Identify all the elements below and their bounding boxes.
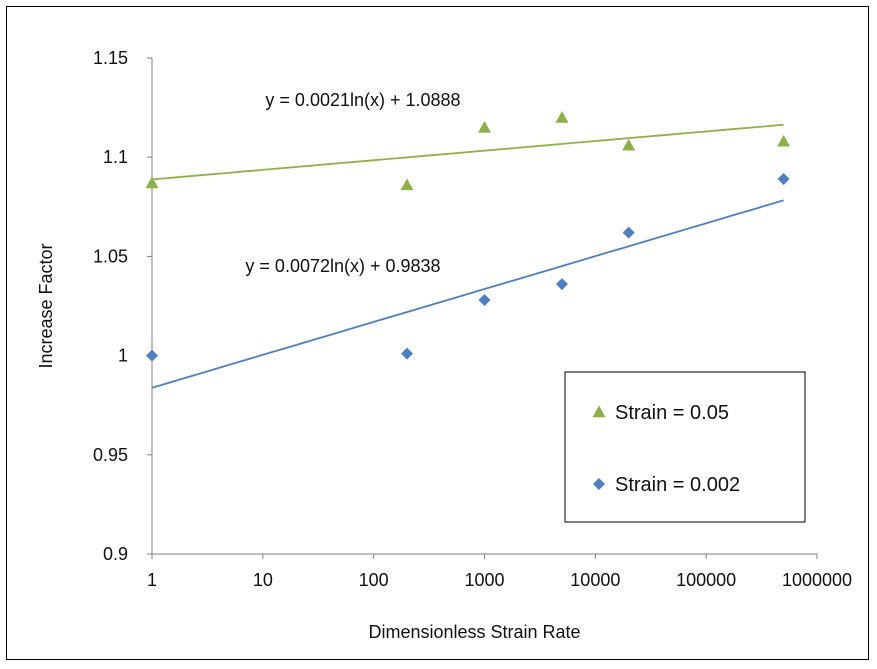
data-point-strain-0002 bbox=[777, 173, 790, 186]
trendline-equation-strain-0002: y = 0.0072ln(x) + 0.9838 bbox=[245, 256, 440, 276]
data-point-strain-005 bbox=[400, 178, 414, 191]
data-point-strain-005 bbox=[555, 111, 569, 123]
trendline-strain-0002 bbox=[151, 199, 784, 389]
legend-marker-triangle bbox=[592, 405, 606, 418]
x-tick-label: 1000000 bbox=[782, 570, 852, 590]
data-point-strain-0002 bbox=[622, 226, 635, 239]
legend-marker-diamond bbox=[593, 478, 605, 490]
axes: 0.9 0.95 1 1.05 1.1 1.15 1 10 100 1000 10000 100000… bbox=[36, 48, 852, 642]
data-point-strain-005 bbox=[478, 120, 491, 133]
data-point-strain-0002 bbox=[401, 347, 414, 360]
x-tick-label: 1000 bbox=[464, 570, 504, 590]
data-point-strain-005 bbox=[145, 176, 159, 189]
data-point-strain-005 bbox=[777, 134, 791, 147]
x-tick-label: 100000 bbox=[676, 570, 736, 590]
legend-box bbox=[564, 371, 806, 523]
x-axis-title: Dimensionless Strain Rate bbox=[368, 622, 580, 642]
legend-label: Strain = 0.002 bbox=[615, 474, 740, 496]
y-tick-label: 0.9 bbox=[103, 544, 128, 564]
data-points bbox=[145, 111, 791, 362]
y-tick-label: 1 bbox=[118, 346, 128, 366]
x-tick-label: 10 bbox=[253, 570, 273, 590]
trendline-equation-strain-005: y = 0.0021ln(x) + 1.0888 bbox=[265, 90, 460, 110]
data-point-strain-005 bbox=[622, 138, 636, 151]
trendlines bbox=[151, 123, 784, 389]
data-point-strain-0002 bbox=[146, 349, 158, 362]
data-point-strain-0002 bbox=[478, 294, 491, 307]
x-tick-label: 10000 bbox=[570, 570, 620, 590]
legend-label: Strain = 0.05 bbox=[615, 402, 729, 424]
chart-frame bbox=[6, 6, 869, 660]
labels: y = 0.0021ln(x) + 1.0888 y = 0.0072ln(x) … bbox=[245, 90, 460, 276]
y-tick-label: 1.1 bbox=[103, 147, 128, 167]
y-tick-label: 0.95 bbox=[93, 445, 128, 465]
y-tick-label: 1.05 bbox=[93, 246, 128, 266]
y-tick-label: 1.15 bbox=[93, 48, 128, 68]
y-axis-title: Increase Factor bbox=[36, 243, 56, 368]
data-point-strain-0002 bbox=[555, 278, 568, 291]
legend: Strain = 0.05 Strain = 0.002 bbox=[564, 371, 806, 523]
x-tick-label: 100 bbox=[359, 570, 389, 590]
x-tick-label: 1 bbox=[147, 570, 157, 590]
trendline-strain-005 bbox=[151, 123, 784, 181]
